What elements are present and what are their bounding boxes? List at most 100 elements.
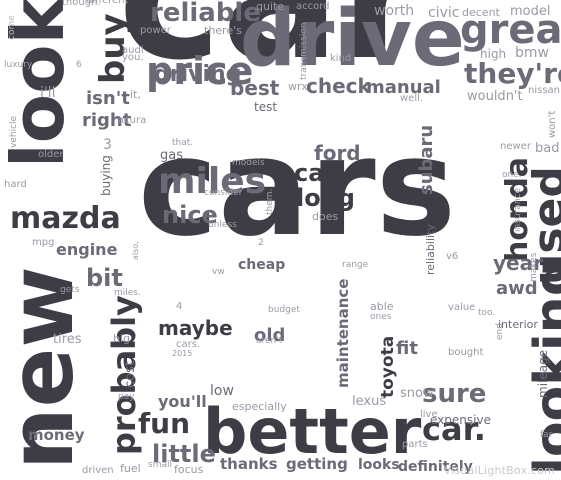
word-models: models xyxy=(232,158,265,168)
word-money: money xyxy=(28,426,85,444)
word-getting: getting xyxy=(286,455,348,473)
word-pay: pay xyxy=(118,392,135,402)
word-price: price xyxy=(146,49,254,93)
word-nice: nice xyxy=(162,201,218,229)
word-thanks: thanks xyxy=(220,455,278,473)
word-worth: worth xyxy=(374,3,415,19)
word-hard: hard xyxy=(4,179,27,190)
watermark: VisualLightBox.com xyxy=(443,464,555,477)
word-parts: parts xyxy=(402,439,428,450)
word-reliability: reliability xyxy=(424,224,437,275)
word-accord: accord xyxy=(296,1,330,12)
word-isn-t: isn't xyxy=(86,88,130,109)
word-4: 4 xyxy=(176,301,183,312)
word-manual: manual xyxy=(366,77,441,98)
word-nissan: nissan xyxy=(528,85,561,96)
word-looks: looks xyxy=(358,457,400,473)
word-interior: interior xyxy=(498,318,538,331)
word-lexus: lexus xyxy=(352,394,387,409)
word-civic: civic xyxy=(428,5,460,21)
word-acura: acura xyxy=(118,115,147,126)
word-well: well. xyxy=(400,93,424,104)
word-consider: consider xyxy=(204,188,243,198)
word-test: test xyxy=(254,100,278,114)
word-maybe: maybe xyxy=(158,316,233,340)
word-ones: ones xyxy=(370,312,392,322)
word-able: able xyxy=(370,300,394,313)
word-car: car xyxy=(118,0,426,85)
word-mileage: mileage xyxy=(536,349,550,398)
word-bit: bit xyxy=(86,264,123,292)
word-wouldn-t: wouldn't xyxy=(467,89,523,104)
word-sure: sure xyxy=(422,379,487,409)
word-big: big xyxy=(113,332,131,345)
word-v6: v6 xyxy=(446,251,459,262)
word-miles: miles. xyxy=(114,288,141,298)
word-one: one. xyxy=(502,170,522,180)
word-better: better xyxy=(203,395,422,468)
word-far: far xyxy=(540,430,553,440)
word-come: come xyxy=(7,15,17,40)
word-2015: 2015 xyxy=(172,349,193,358)
word-older: older xyxy=(38,149,64,160)
word-bmw: bmw xyxy=(515,45,549,61)
word-car: car. xyxy=(422,410,486,448)
word-buying: buying xyxy=(99,155,113,196)
word-you: you. xyxy=(122,52,144,63)
word-though: though. xyxy=(62,0,101,8)
word-wrx: wrx xyxy=(288,80,308,93)
word-3: 3 xyxy=(103,137,112,153)
word-insurance: insurance xyxy=(513,187,523,232)
word-6: 6 xyxy=(76,60,82,70)
word-they-re: they're xyxy=(464,57,561,90)
word-definitely: definitely xyxy=(398,459,473,475)
word-high: high xyxy=(480,47,507,61)
word-live: live xyxy=(420,409,438,420)
word-fuel: fuel xyxy=(120,462,141,475)
word-low: low xyxy=(210,383,234,399)
word-does: does xyxy=(312,210,339,223)
word-little: little xyxy=(152,440,216,468)
word-reliable: reliable xyxy=(150,0,261,28)
word-transmission: transmission xyxy=(299,22,309,81)
word-year: year xyxy=(493,251,543,275)
word-vw: vw xyxy=(212,267,225,277)
word-gets: gets xyxy=(60,285,80,295)
word-fun: fun xyxy=(138,407,191,440)
word-maintenance: maintenance xyxy=(334,278,352,388)
word-value: value xyxy=(448,302,476,313)
word-different: different xyxy=(86,0,129,6)
word-unless: unless xyxy=(208,220,237,230)
word-engine: engine xyxy=(56,240,118,259)
word-them: them. xyxy=(265,188,275,215)
word-budget: budget xyxy=(268,305,300,315)
word-drive: drive xyxy=(240,0,465,84)
word-great: great xyxy=(460,7,561,53)
word-it: it, xyxy=(130,88,141,101)
word-luxury: luxury xyxy=(4,60,33,70)
word-also: also, xyxy=(131,241,140,260)
word-vehicle: vehicle xyxy=(9,115,19,148)
word-gas: gas xyxy=(160,148,183,163)
word-expensive: expensive xyxy=(430,413,491,427)
word-tires: tires xyxy=(53,332,82,347)
word-too: too. xyxy=(478,308,496,318)
word-check: check xyxy=(306,74,371,98)
word-car: car, xyxy=(294,159,342,187)
word-cars: cars xyxy=(138,109,457,266)
word-right: right xyxy=(82,110,132,131)
word-long: long xyxy=(296,184,355,212)
word-won-t: won't xyxy=(547,110,558,138)
word-mazda: mazda xyxy=(10,201,121,236)
word-2: 2 xyxy=(258,238,264,248)
word-subaru: subaru xyxy=(416,124,437,195)
word-toyota: toyota xyxy=(378,335,398,398)
word-newer: newer xyxy=(500,141,531,152)
word-bought: bought xyxy=(448,347,484,358)
word-power: power xyxy=(140,25,171,36)
word-end: end xyxy=(495,323,505,340)
word-cars: cars. xyxy=(176,339,201,350)
word-especially: especially xyxy=(232,400,287,413)
word-ford: ford xyxy=(314,141,361,165)
